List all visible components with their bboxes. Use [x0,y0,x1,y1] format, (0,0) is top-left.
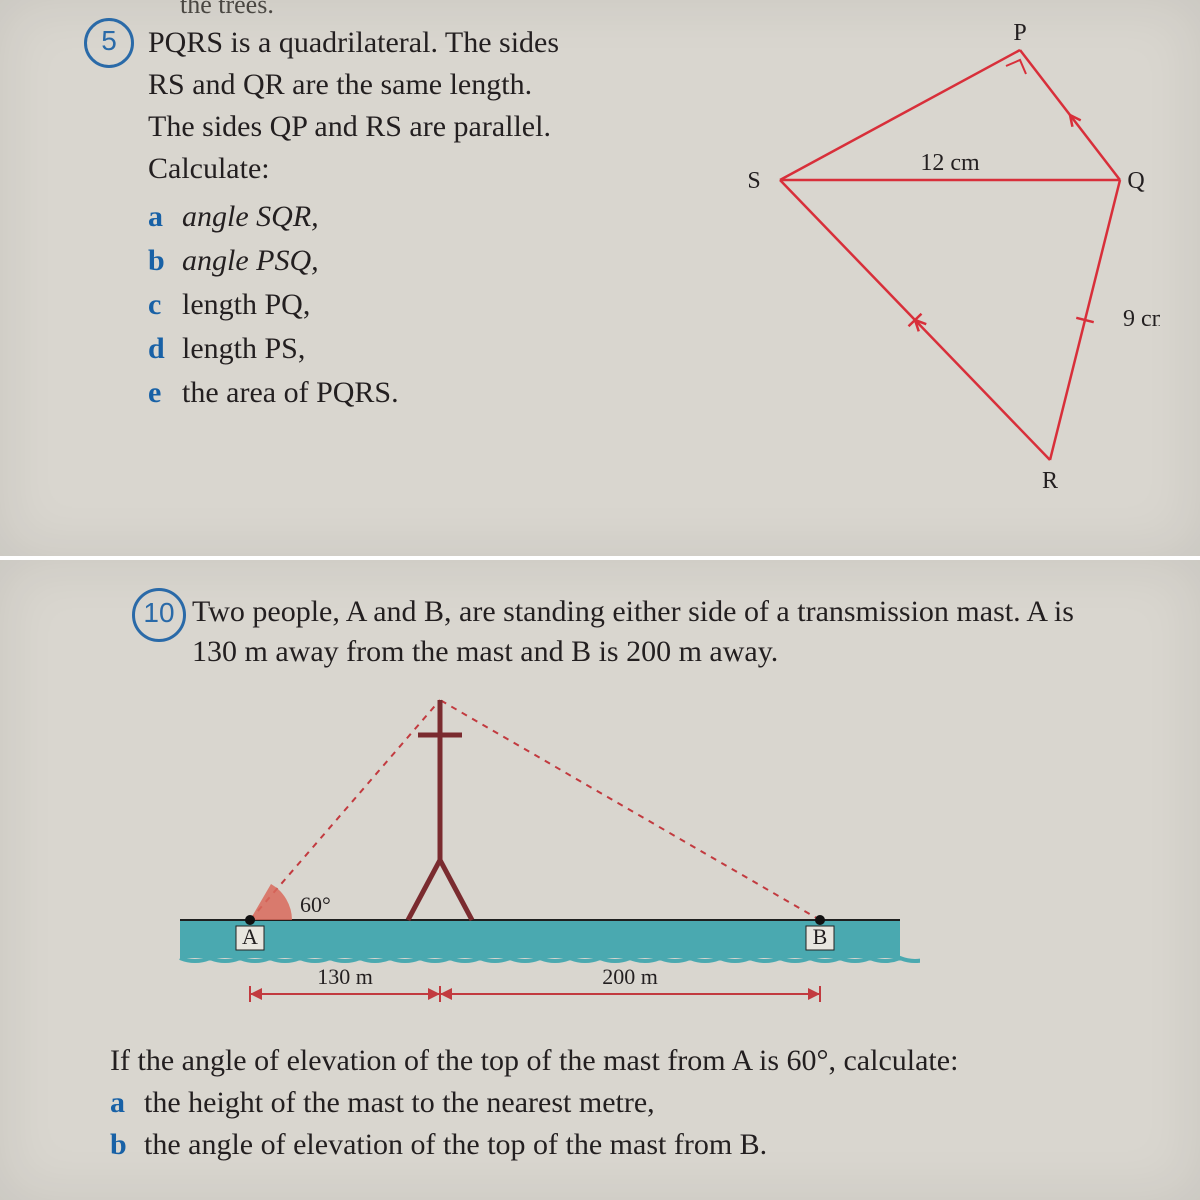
q5-kite-diagram: 12 cm 9 cm P Q S R [720,20,1160,500]
question-10-number: 10 [132,588,186,642]
q10-item-b: bthe angle of elevation of the top of th… [110,1124,1130,1166]
q10-after-l1: If the angle of elevation of the top of … [110,1040,1130,1082]
question-5-text: PQRS is a quadrilateral. The sides RS an… [148,22,708,416]
svg-text:R: R [1042,468,1058,494]
q5-line1: PQRS is a quadrilateral. The sides [148,22,708,64]
kite-svg: 12 cm 9 cm P Q S R [720,20,1160,500]
q5-item-b: bangle PSQ, [148,240,708,282]
svg-text:S: S [747,168,760,194]
q10-mast-diagram: 60° A B 130 m 200 m [160,680,920,1020]
problem-10-panel: 10 Two people, A and B, are standing eit… [0,560,1200,1200]
question-5-number: 5 [84,18,134,68]
q5-item-e: ethe area of PQRS. [148,372,708,414]
svg-text:P: P [1013,20,1026,46]
mast-svg: 60° A B 130 m 200 m [160,680,920,1020]
svg-text:130 m: 130 m [317,964,373,989]
problem-5-panel: the trees. 5 PQRS is a quadrilateral. Th… [0,0,1200,560]
cropped-line: the trees. [180,0,274,20]
svg-text:200 m: 200 m [602,964,658,989]
svg-text:A: A [242,924,258,949]
q10-item-a: athe height of the mast to the nearest m… [110,1082,1130,1124]
q5-item-a: aangle SQR, [148,196,708,238]
svg-text:60°: 60° [300,892,331,917]
q5-subparts-list: aangle SQR, bangle PSQ, clength PQ, dlen… [148,196,708,414]
q5-item-d: dlength PS, [148,328,708,370]
question-10-after: If the angle of elevation of the top of … [110,1040,1130,1166]
q10-line1: Two people, A and B, are standing either… [192,595,1074,628]
svg-text:9 cm: 9 cm [1123,306,1160,332]
q5-item-c: clength PQ, [148,284,708,326]
q5-line4: Calculate: [148,148,708,190]
question-10-intro: Two people, A and B, are standing either… [192,592,1092,672]
svg-text:B: B [813,924,828,949]
q5-line2: RS and QR are the same length. [148,64,708,106]
svg-text:Q: Q [1127,168,1144,194]
q10-line2: 130 m away from the mast and B is 200 m … [192,635,778,668]
svg-text:12 cm: 12 cm [920,150,980,176]
q5-line3: The sides QP and RS are parallel. [148,106,708,148]
